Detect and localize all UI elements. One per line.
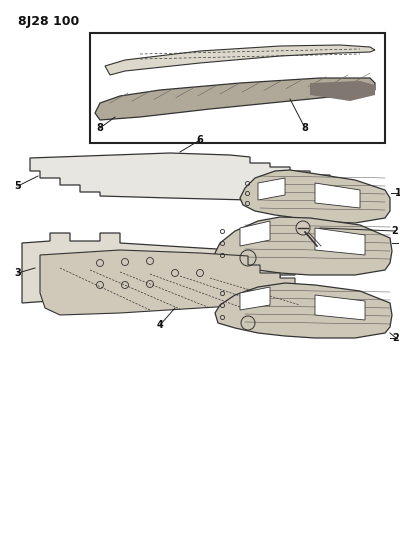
Text: 8: 8 bbox=[96, 123, 104, 133]
Polygon shape bbox=[240, 221, 270, 246]
Polygon shape bbox=[105, 45, 375, 75]
Text: 2: 2 bbox=[399, 333, 400, 343]
Text: 6: 6 bbox=[197, 135, 203, 145]
Polygon shape bbox=[215, 217, 392, 275]
Polygon shape bbox=[258, 178, 285, 200]
Text: 5: 5 bbox=[15, 181, 21, 191]
Polygon shape bbox=[22, 233, 310, 309]
Text: 2: 2 bbox=[392, 226, 398, 236]
Text: 1: 1 bbox=[399, 188, 400, 198]
Polygon shape bbox=[240, 287, 270, 310]
Polygon shape bbox=[315, 183, 360, 208]
Text: 1: 1 bbox=[399, 238, 400, 248]
Polygon shape bbox=[310, 81, 375, 101]
Text: 3: 3 bbox=[15, 268, 21, 278]
Polygon shape bbox=[315, 295, 365, 320]
Circle shape bbox=[296, 221, 310, 235]
Polygon shape bbox=[315, 228, 365, 255]
Text: 2: 2 bbox=[393, 333, 399, 343]
Text: 1: 1 bbox=[395, 188, 400, 198]
Text: 4: 4 bbox=[157, 320, 163, 330]
Text: 8J28 100: 8J28 100 bbox=[18, 15, 79, 28]
Bar bbox=[90, 33, 385, 143]
Text: 8: 8 bbox=[302, 123, 308, 133]
Polygon shape bbox=[215, 283, 392, 338]
Polygon shape bbox=[95, 78, 375, 120]
Polygon shape bbox=[240, 170, 390, 223]
Polygon shape bbox=[30, 153, 330, 200]
Polygon shape bbox=[40, 250, 295, 315]
